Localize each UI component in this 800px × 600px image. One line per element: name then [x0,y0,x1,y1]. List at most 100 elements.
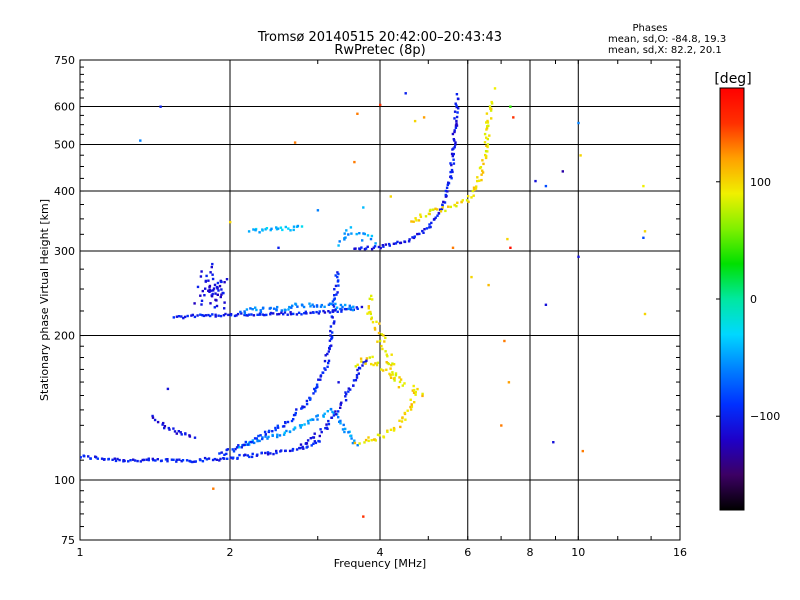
x-axis-label: Frequency [MHz] [334,557,426,570]
trace-point [452,162,456,165]
trace-point [421,229,424,233]
trace-point [113,457,116,460]
trace-point [327,303,331,306]
trace-point [453,129,456,132]
trace-point [429,208,432,212]
trace-point [371,321,375,324]
trace-point [374,439,377,442]
trace-point [412,384,415,388]
trace-point [377,331,381,335]
trace-point [322,309,325,313]
data-points [80,87,647,518]
trace-point [314,389,317,392]
trace-point [294,302,297,305]
trace-point [474,187,478,190]
trace-point [293,426,297,429]
trace-point [354,365,357,368]
trace-point [455,124,459,127]
trace-point [398,419,401,422]
trace-point [288,430,292,434]
trace-point [309,397,312,400]
trace-point [145,458,148,461]
trace-point [258,231,261,234]
trace-point [234,447,237,451]
trace-point [438,208,442,211]
trace-point [428,212,431,216]
trace-point [225,452,228,456]
trace-point [294,411,297,415]
trace-point [204,314,208,317]
trace-point [451,132,455,136]
trace-point [455,93,459,96]
trace-point [475,185,478,188]
trace-point [289,311,292,314]
scatter-point [581,449,584,453]
trace-point [175,460,178,463]
trace-point [347,431,350,434]
trace-point [284,308,287,312]
trace-point [161,423,164,426]
trace-point [266,453,270,456]
trace-point [348,304,351,307]
trace-point [290,306,293,309]
trace-point [333,320,336,323]
trace-point [211,313,214,316]
trace-point [486,137,489,141]
trace-point [369,312,372,316]
scatter-point [487,283,490,287]
trace-point [202,314,206,318]
x-tick-label: 10 [571,546,585,559]
trace-point [271,434,274,437]
trace-point [207,279,210,282]
trace-point [485,112,489,115]
trace-point [359,357,363,360]
trace-point [287,227,290,230]
trace-point [331,310,335,313]
trace-point [216,293,219,296]
trace-point [266,437,269,440]
scatter-point [293,141,297,144]
trace-point [317,312,321,315]
trace-point [261,436,264,439]
trace-point [175,315,179,318]
trace-point [127,460,130,463]
trace-point [276,426,280,429]
trace-point [248,455,251,459]
trace-point [490,117,493,120]
trace-point [313,387,316,391]
trace-point [292,413,296,417]
trace-point [328,311,332,314]
trace-point [351,441,355,445]
trace-point [335,306,339,309]
trace-point [360,305,364,309]
trace-point [288,305,291,309]
trace-point [337,416,340,419]
trace-point [318,434,321,438]
trace-point [380,368,383,371]
trace-point [276,435,279,439]
trace-point [223,301,226,304]
trace-point [315,383,319,386]
trace-point [340,310,343,313]
trace-point [445,186,449,189]
trace-point [151,414,154,418]
trace-point [159,459,163,463]
trace-point [384,350,387,353]
trace-point [258,312,262,315]
trace-point [251,439,254,442]
trace-point [181,459,185,462]
trace-point [207,289,210,292]
x-tick-label: 8 [527,546,534,559]
trace-point [470,196,473,199]
y-tick-label: 500 [54,139,75,152]
trace-point [481,171,485,174]
trace-point [243,313,246,317]
trace-point [417,219,421,222]
trace-point [389,376,393,379]
scatter-point [544,303,548,306]
trace-point [394,242,398,245]
trace-point [201,460,205,463]
trace-point [355,306,358,309]
trace-point [323,305,326,308]
trace-point [269,311,273,315]
